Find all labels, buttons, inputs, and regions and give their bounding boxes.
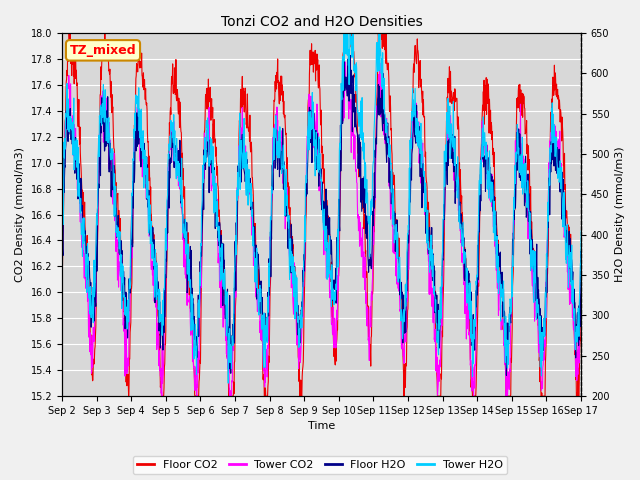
Floor H2O: [403, 295, 410, 301]
Tower H2O: [225, 380, 232, 386]
Floor CO2: [58, 272, 66, 278]
Tower CO2: [403, 329, 410, 335]
Floor H2O: [577, 264, 585, 269]
Floor CO2: [470, 393, 478, 399]
Tower H2O: [341, 30, 349, 36]
Tower CO2: [470, 364, 478, 370]
Floor H2O: [232, 263, 239, 269]
Floor H2O: [346, 52, 354, 58]
Floor CO2: [232, 264, 240, 270]
Tower CO2: [58, 288, 66, 294]
Floor CO2: [403, 360, 410, 366]
X-axis label: Time: Time: [308, 421, 335, 432]
Floor H2O: [516, 149, 524, 155]
Floor CO2: [65, 30, 73, 36]
Line: Tower CO2: Tower CO2: [62, 62, 581, 396]
Tower H2O: [173, 173, 181, 179]
Tower CO2: [158, 393, 166, 399]
Tower H2O: [403, 295, 410, 300]
Line: Floor CO2: Floor CO2: [62, 33, 581, 396]
Tower CO2: [342, 59, 349, 65]
Tower H2O: [161, 275, 168, 280]
Y-axis label: CO2 Density (mmol/m3): CO2 Density (mmol/m3): [15, 147, 25, 282]
Tower H2O: [577, 228, 585, 234]
Tower CO2: [232, 294, 239, 300]
Tower CO2: [161, 300, 169, 306]
Tower H2O: [232, 233, 239, 239]
Floor CO2: [577, 315, 585, 321]
Floor H2O: [502, 372, 510, 378]
Y-axis label: H2O Density (mmol/m3): H2O Density (mmol/m3): [615, 147, 625, 282]
Tower H2O: [516, 158, 524, 164]
Title: Tonzi CO2 and H2O Densities: Tonzi CO2 and H2O Densities: [221, 15, 422, 29]
Floor CO2: [125, 393, 132, 399]
Legend: Floor CO2, Tower CO2, Floor H2O, Tower H2O: Floor CO2, Tower CO2, Floor H2O, Tower H…: [133, 456, 507, 474]
Tower CO2: [516, 139, 524, 145]
Floor H2O: [58, 256, 66, 262]
Floor CO2: [174, 107, 182, 112]
Tower H2O: [58, 198, 66, 204]
Floor H2O: [470, 328, 478, 334]
Line: Floor H2O: Floor H2O: [62, 55, 581, 375]
Floor CO2: [516, 109, 524, 115]
Line: Tower H2O: Tower H2O: [62, 33, 581, 383]
Floor CO2: [162, 342, 170, 348]
Text: TZ_mixed: TZ_mixed: [70, 44, 136, 57]
Floor H2O: [161, 314, 168, 320]
Tower H2O: [470, 336, 478, 342]
Floor H2O: [173, 163, 181, 168]
Tower CO2: [174, 160, 182, 166]
Tower CO2: [577, 268, 585, 274]
